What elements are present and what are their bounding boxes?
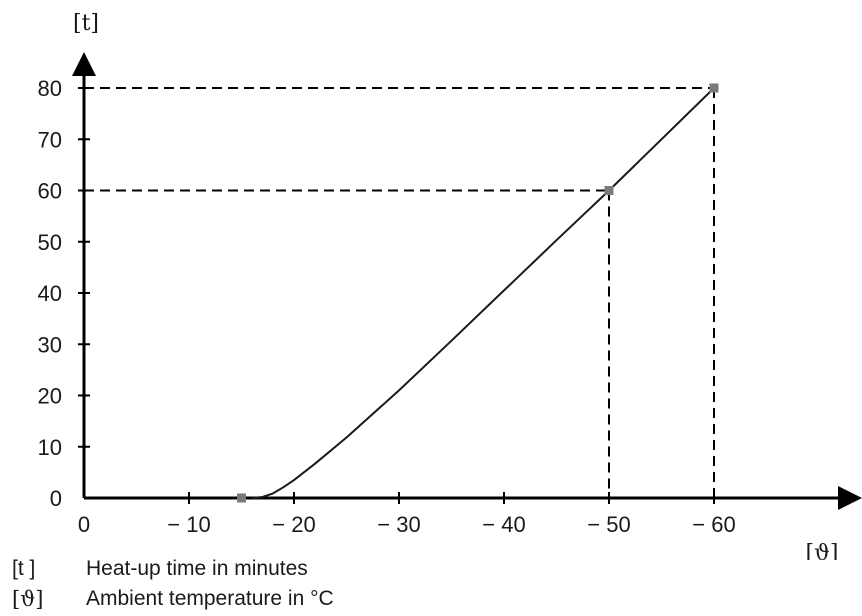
axes <box>72 52 862 510</box>
legend-item-temperature: [ϑ] Ambient temperature in °C <box>12 584 334 614</box>
x-tick-label: − 20 <box>272 512 315 537</box>
markers <box>237 83 719 503</box>
x-tick-label: − 50 <box>587 512 630 537</box>
x-axis-unit-label: [ϑ] <box>806 541 839 560</box>
y-tick-label: 80 <box>38 76 62 101</box>
y-tick-label: 60 <box>38 179 62 204</box>
y-tick-label: 10 <box>38 435 62 460</box>
y-axis-arrowhead <box>72 52 96 76</box>
y-axis-unit-label: [t] <box>73 11 99 36</box>
y-tick-label: 70 <box>38 127 62 152</box>
y-tick-label: 0 <box>50 486 62 511</box>
x-tick-label: − 40 <box>482 512 525 537</box>
legend-text: Ambient temperature in °C <box>86 587 334 610</box>
series <box>251 87 715 499</box>
y-tick-label: 40 <box>38 281 62 306</box>
legend: [t ] Heat-up time in minutes [ϑ] Ambient… <box>12 554 334 614</box>
x-tick-label: − 10 <box>167 512 210 537</box>
legend-symbol: [t ] <box>12 557 36 580</box>
data-point-marker <box>709 83 719 93</box>
x-tick-label: − 30 <box>377 512 420 537</box>
reference-lines <box>84 87 715 498</box>
y-tick-label: 50 <box>38 230 62 255</box>
data-point-marker <box>604 186 614 195</box>
data-point-marker <box>237 493 246 503</box>
ticks: 0 − 10 − 20 − 30 − 40 − 50 − 60 0 10 20 30 40 50 60 70… <box>38 76 736 537</box>
heatup-chart: 0 − 10 − 20 − 30 − 40 − 50 − 60 0 10 20 30 40 50 60 70… <box>38 11 862 560</box>
legend-text: Heat-up time in minutes <box>86 557 308 580</box>
y-tick-label: 30 <box>38 332 62 357</box>
x-tick-label: 0 <box>78 512 90 537</box>
series-line <box>251 87 715 499</box>
x-axis-arrowhead <box>838 486 862 510</box>
legend-item-time: [t ] Heat-up time in minutes <box>12 554 334 584</box>
legend-symbol: [ϑ] <box>12 587 44 611</box>
x-tick-label: − 60 <box>692 512 735 537</box>
y-tick-label: 20 <box>38 384 62 409</box>
